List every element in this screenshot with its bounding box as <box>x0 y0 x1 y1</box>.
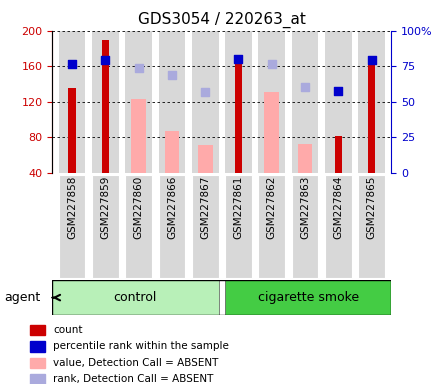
FancyBboxPatch shape <box>59 175 85 278</box>
Bar <box>291 31 318 173</box>
Point <box>69 61 76 67</box>
Bar <box>30 374 45 384</box>
Point <box>168 72 175 78</box>
FancyBboxPatch shape <box>158 175 185 278</box>
Point <box>102 57 108 63</box>
Bar <box>30 358 45 368</box>
Text: GSM227860: GSM227860 <box>133 176 143 239</box>
Point <box>268 61 275 67</box>
Bar <box>324 31 351 173</box>
Bar <box>125 31 151 173</box>
Bar <box>158 31 185 173</box>
Text: GSM227866: GSM227866 <box>167 176 177 239</box>
Point <box>201 89 208 95</box>
Text: GSM227867: GSM227867 <box>200 176 210 239</box>
Bar <box>258 31 284 173</box>
Bar <box>264 92 279 173</box>
Text: GSM227861: GSM227861 <box>233 176 243 239</box>
Bar <box>191 31 218 173</box>
Text: GSM227863: GSM227863 <box>299 176 309 239</box>
Text: percentile rank within the sample: percentile rank within the sample <box>53 341 228 351</box>
Point <box>367 57 374 63</box>
Point <box>334 88 341 94</box>
Text: GSM227858: GSM227858 <box>67 176 77 239</box>
Text: GSM227859: GSM227859 <box>100 176 110 239</box>
Point <box>301 84 308 90</box>
Title: GDS3054 / 220263_at: GDS3054 / 220263_at <box>138 12 305 28</box>
Text: GSM227865: GSM227865 <box>366 176 376 239</box>
Text: control: control <box>113 291 157 304</box>
Point <box>234 56 241 62</box>
FancyBboxPatch shape <box>191 175 218 278</box>
Bar <box>92 31 118 173</box>
Bar <box>297 144 312 173</box>
Text: cigarette smoke: cigarette smoke <box>257 291 358 304</box>
Bar <box>102 40 109 173</box>
FancyBboxPatch shape <box>291 175 318 278</box>
Bar <box>164 131 179 173</box>
Bar <box>334 136 341 173</box>
Text: GSM227862: GSM227862 <box>266 176 276 239</box>
Text: GSM227864: GSM227864 <box>332 176 342 239</box>
FancyBboxPatch shape <box>225 280 391 315</box>
Bar <box>59 31 85 173</box>
Bar <box>234 59 242 173</box>
Bar <box>225 31 251 173</box>
Bar <box>30 341 45 352</box>
Point <box>135 65 142 71</box>
FancyBboxPatch shape <box>358 175 384 278</box>
FancyBboxPatch shape <box>258 175 284 278</box>
Text: count: count <box>53 325 82 335</box>
Text: value, Detection Call = ABSENT: value, Detection Call = ABSENT <box>53 358 218 368</box>
Bar <box>358 31 384 173</box>
Bar <box>131 99 146 173</box>
Bar <box>68 88 76 173</box>
Bar <box>197 145 212 173</box>
FancyBboxPatch shape <box>324 175 351 278</box>
FancyBboxPatch shape <box>225 175 251 278</box>
Text: agent: agent <box>4 291 40 304</box>
Bar <box>367 62 375 173</box>
Bar <box>30 325 45 335</box>
Text: rank, Detection Call = ABSENT: rank, Detection Call = ABSENT <box>53 374 213 384</box>
FancyBboxPatch shape <box>92 175 118 278</box>
FancyBboxPatch shape <box>125 175 151 278</box>
FancyBboxPatch shape <box>52 280 218 315</box>
